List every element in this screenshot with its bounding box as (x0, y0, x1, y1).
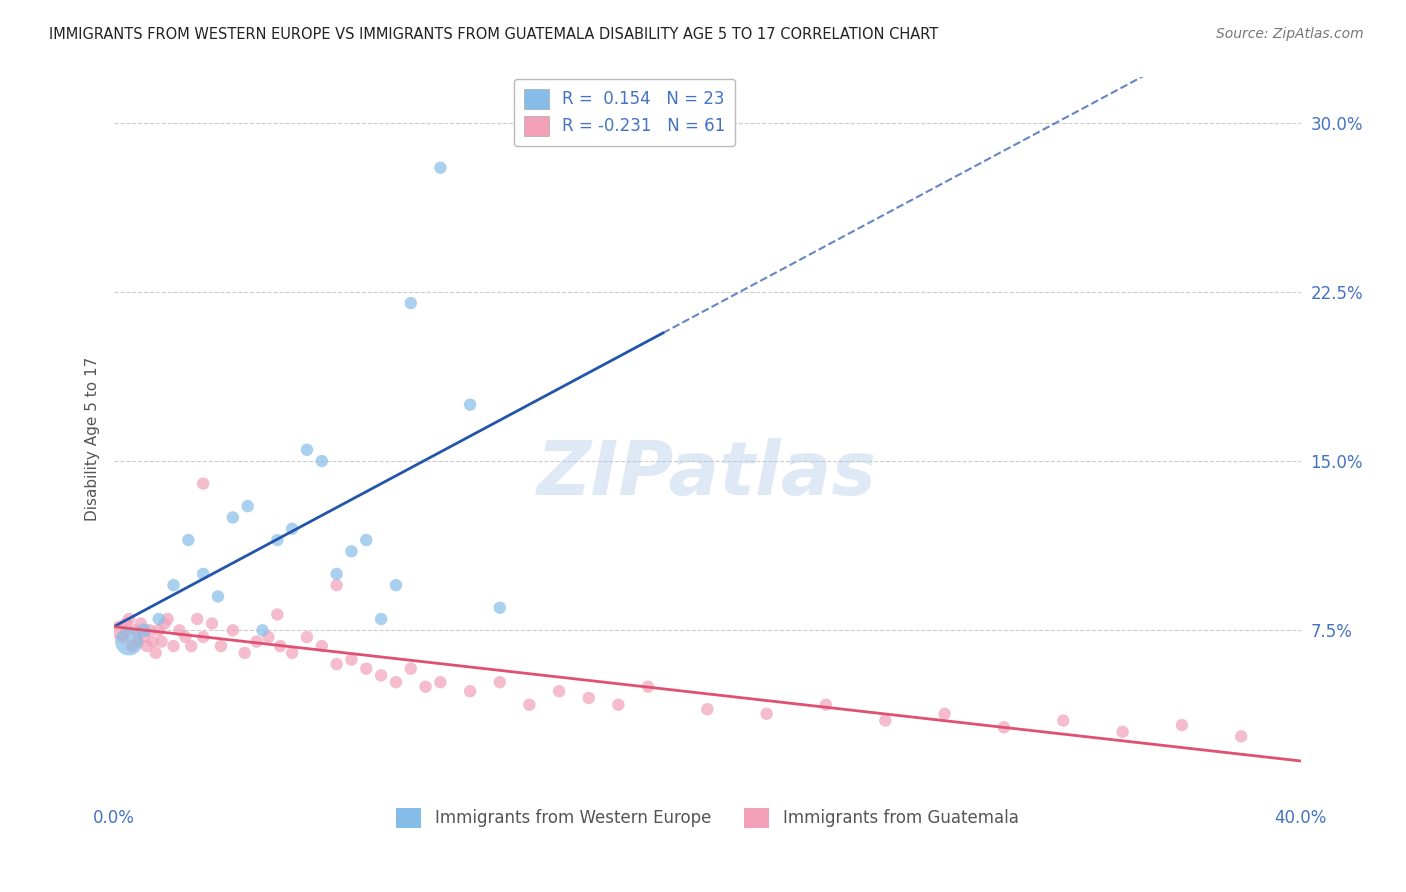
Point (236, 499, 259, 513)
Point (186, 612, 208, 626)
Point (132, 630, 155, 644)
Point (209, 639, 232, 653)
Point (548, 684, 571, 698)
Point (148, 612, 170, 626)
Point (578, 690, 600, 705)
Point (180, 639, 202, 653)
Point (311, 639, 333, 653)
Point (385, 675, 408, 690)
Point (934, 706, 956, 721)
Point (356, 533, 378, 547)
Point (607, 698, 630, 712)
Point (201, 616, 224, 631)
Point (177, 533, 200, 547)
Point (370, 612, 392, 626)
Point (191, 476, 214, 491)
Point (370, 668, 392, 682)
Point (156, 612, 179, 626)
Point (108, 624, 131, 638)
Point (340, 652, 363, 666)
Point (488, 675, 510, 690)
Point (266, 533, 288, 547)
Point (121, 639, 143, 653)
Point (325, 657, 347, 672)
Point (1052, 714, 1074, 728)
Point (814, 698, 837, 712)
Point (162, 639, 184, 653)
Point (252, 624, 274, 638)
Point (696, 702, 718, 716)
Point (311, 454, 333, 468)
Point (1171, 718, 1194, 732)
Point (281, 522, 304, 536)
Point (118, 634, 141, 648)
Point (148, 624, 170, 638)
Point (269, 639, 291, 653)
Point (191, 566, 214, 581)
Point (132, 624, 155, 638)
Point (325, 566, 347, 581)
Point (356, 662, 378, 676)
Point (295, 442, 318, 457)
Point (993, 720, 1015, 734)
Point (191, 630, 214, 644)
Text: ZIPatlas: ZIPatlas (537, 438, 877, 511)
Point (458, 398, 481, 412)
Point (127, 634, 149, 648)
Point (124, 624, 146, 638)
Point (162, 578, 184, 592)
Point (245, 634, 267, 648)
Point (169, 624, 191, 638)
Y-axis label: Disability Age 5 to 17: Disability Age 5 to 17 (86, 357, 100, 521)
Point (222, 624, 245, 638)
Point (429, 161, 451, 175)
Point (399, 662, 422, 676)
Point (875, 714, 897, 728)
Point (142, 634, 165, 648)
Point (458, 684, 481, 698)
Point (1230, 729, 1253, 743)
Point (519, 698, 541, 712)
Point (295, 630, 318, 644)
Point (281, 646, 304, 660)
Point (150, 634, 173, 648)
Point (257, 630, 280, 644)
Point (429, 675, 451, 690)
Point (139, 624, 162, 638)
Point (207, 590, 229, 604)
Point (637, 680, 659, 694)
Text: IMMIGRANTS FROM WESTERN EUROPE VS IMMIGRANTS FROM GUATEMALA DISABILITY AGE 5 TO : IMMIGRANTS FROM WESTERN EUROPE VS IMMIGR… (49, 27, 938, 42)
Point (115, 616, 138, 631)
Point (325, 578, 347, 592)
Legend: Immigrants from Western Europe, Immigrants from Guatemala: Immigrants from Western Europe, Immigran… (389, 801, 1025, 835)
Point (488, 600, 510, 615)
Point (174, 630, 197, 644)
Point (399, 296, 422, 310)
Point (135, 639, 157, 653)
Point (222, 510, 245, 524)
Point (415, 680, 437, 694)
Point (233, 646, 256, 660)
Point (266, 607, 288, 622)
Point (340, 544, 363, 558)
Point (145, 646, 167, 660)
Point (1111, 724, 1133, 739)
Point (755, 706, 778, 721)
Text: Source: ZipAtlas.com: Source: ZipAtlas.com (1216, 27, 1364, 41)
Point (129, 616, 152, 631)
Point (118, 612, 141, 626)
Point (153, 616, 176, 631)
Point (112, 630, 135, 644)
Point (385, 578, 408, 592)
